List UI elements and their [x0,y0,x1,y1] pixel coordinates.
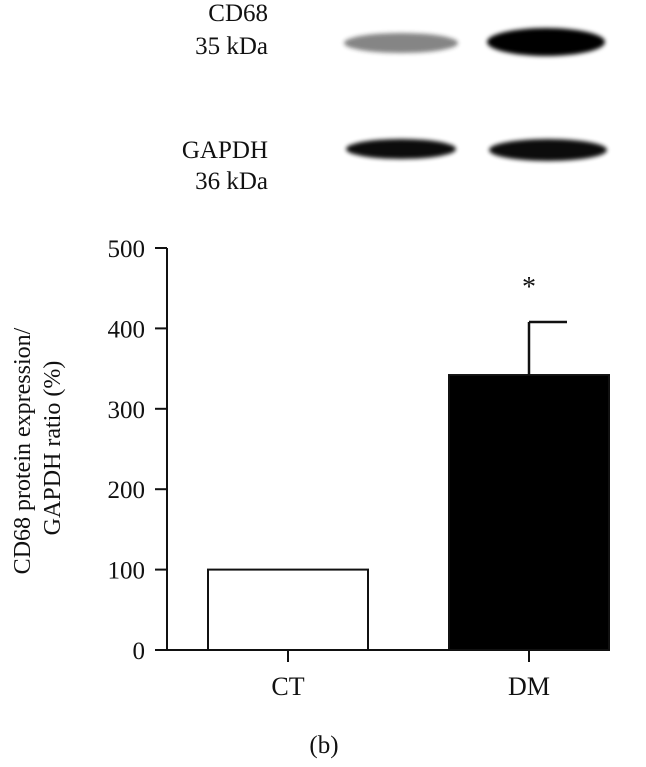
y-axis-ticks: 0 100 200 300 400 500 [108,236,167,665]
panel-label: (b) [309,732,338,759]
bar-chart: CD68 protein expression/ GAPDH ratio (%)… [10,236,610,759]
cd68-size-label: 35 kDa [195,33,268,60]
bar-dm [448,374,610,651]
y-axis-title: CD68 protein expression/ GAPDH ratio (%) [10,322,66,575]
y-tick-label-400: 400 [108,316,146,343]
y-tick-label-0: 0 [133,638,146,665]
y-tick-label-500: 500 [108,236,146,263]
y-axis-title-line-1: CD68 protein expression/ [10,327,36,574]
cd68-protein-label: CD68 [208,0,268,27]
y-tick-label-300: 300 [108,397,146,424]
cd68-band-dm [487,28,605,56]
y-tick-label-200: 200 [108,477,146,504]
y-tick-label-100: 100 [108,558,146,585]
y-axis-title-line-2: GAPDH ratio (%) [40,361,66,536]
x-tick-label-dm: DM [508,672,550,701]
x-tick-label-ct: CT [271,672,304,701]
gapdh-band-ct [346,139,456,159]
gapdh-protein-label: GAPDH [182,137,268,164]
cd68-band-ct [344,33,458,53]
bars: CT * DM [167,272,610,701]
gapdh-size-label: 36 kDa [195,168,268,195]
gapdh-band-dm [489,139,607,161]
significance-marker-dm: * [522,272,536,303]
western-blot: CD68 35 kDa GAPDH 36 kDa [182,0,607,195]
bar-ct [207,568,369,651]
